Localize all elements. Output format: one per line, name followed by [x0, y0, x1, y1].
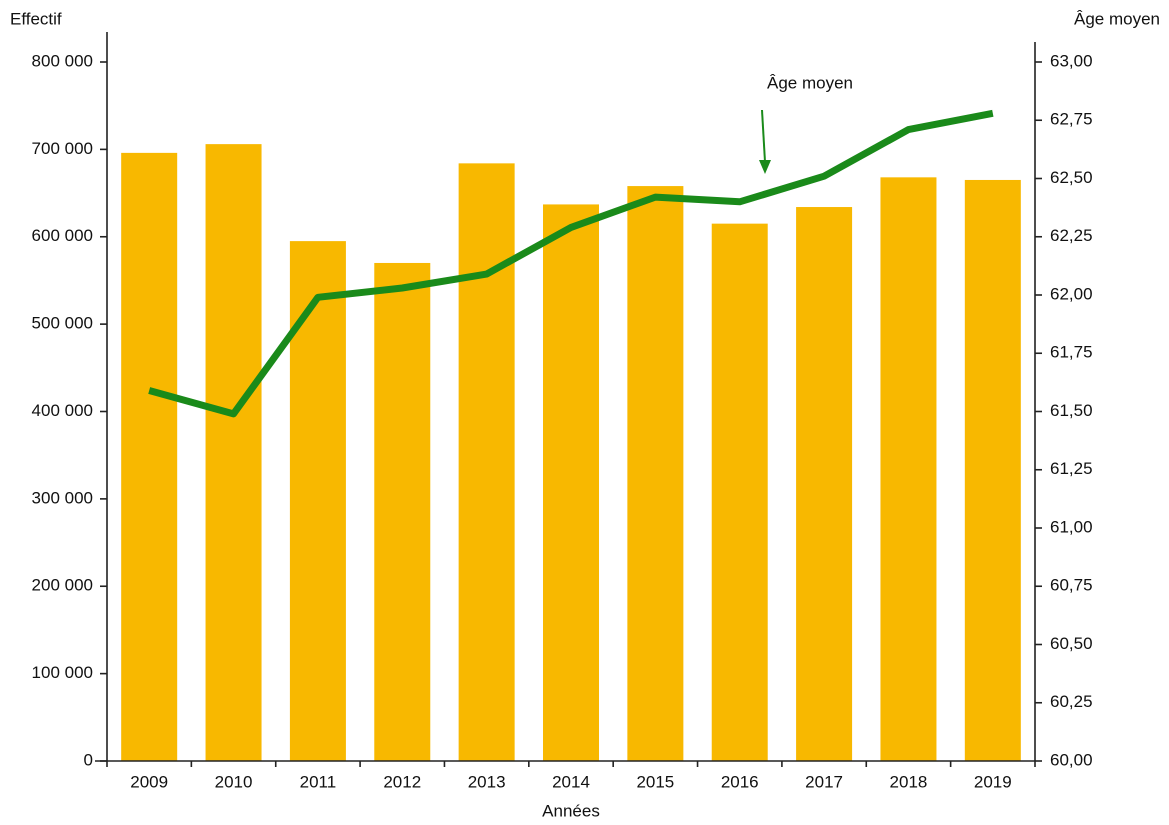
- x-tick-label: 2014: [552, 772, 590, 791]
- y-axis-title: Effectif: [10, 9, 62, 28]
- y2-axis-title: Âge moyen: [1074, 9, 1160, 28]
- y2-tick-label: 61,00: [1050, 517, 1093, 536]
- bar: [711, 223, 768, 762]
- y-tick-label: 700 000: [32, 139, 93, 158]
- x-tick-label: 2011: [300, 772, 337, 791]
- y-tick-label: 200 000: [32, 576, 93, 595]
- y2-tick-label: 61,75: [1050, 343, 1093, 362]
- annotation-arrow: [761, 109, 766, 163]
- y2-tick-label: 63,00: [1050, 51, 1093, 70]
- y2-tick-label: 60,50: [1050, 634, 1093, 653]
- x-tick-label: 2013: [468, 772, 506, 791]
- x-tick-label: 2010: [215, 772, 253, 791]
- x-tick-label: 2015: [636, 772, 674, 791]
- x-tick-label: 2018: [890, 772, 928, 791]
- y-tick-label: 100 000: [32, 663, 93, 682]
- x-tick-label: 2009: [130, 772, 168, 791]
- bar: [796, 207, 853, 762]
- y-tick-label: 500 000: [32, 314, 93, 333]
- y2-tick-label: 60,75: [1050, 576, 1093, 595]
- line: [148, 109, 994, 418]
- y2-tick-label: 60,00: [1050, 750, 1093, 769]
- bar: [964, 179, 1021, 762]
- x-tick-label: 2016: [721, 772, 759, 791]
- annotation: Âge moyen: [767, 73, 853, 92]
- y2-tick-label: 60,25: [1050, 692, 1093, 711]
- x-tick-label: 2019: [974, 772, 1012, 791]
- bar: [627, 186, 684, 761]
- bar: [458, 163, 515, 762]
- y-tick-label: 400 000: [32, 401, 93, 420]
- annotation-arrowhead: [759, 160, 771, 174]
- bar: [121, 152, 178, 761]
- y2-tick-label: 62,25: [1050, 226, 1093, 245]
- bar: [205, 144, 262, 761]
- y-tick-label: 300 000: [32, 488, 93, 507]
- x-axis-title: Années: [542, 801, 600, 820]
- bar: [880, 177, 937, 761]
- y2-tick-label: 61,50: [1050, 401, 1093, 420]
- x-tick-label: 2017: [805, 772, 843, 791]
- y2-tick-label: 62,75: [1050, 110, 1093, 129]
- y-tick-label: 800 000: [32, 51, 93, 70]
- x-tick-label: 2012: [383, 772, 421, 791]
- y2-tick-label: 62,50: [1050, 168, 1093, 187]
- y-tick-label: 600 000: [32, 226, 93, 245]
- y-tick-label: 0: [84, 750, 93, 769]
- y2-tick-label: 61,25: [1050, 459, 1093, 478]
- bar: [374, 262, 431, 761]
- bar: [543, 204, 599, 761]
- y2-tick-label: 62,00: [1050, 284, 1093, 303]
